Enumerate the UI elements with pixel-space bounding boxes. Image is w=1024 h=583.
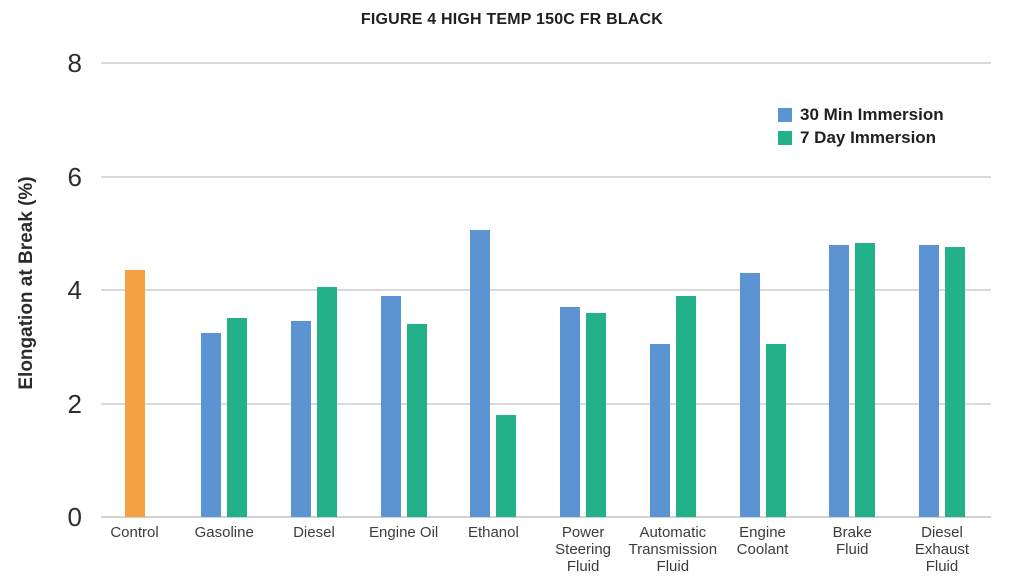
x-category-label-brake-fluid: Brake Fluid [832,524,872,558]
bar-control-control [124,270,145,517]
bar-30-min-immersion-brake-fluid [829,244,850,517]
legend-label: 7 Day Immersion [800,128,937,147]
bar-7-day-immersion-diesel [316,287,337,517]
y-tick-label-4: 4 [67,275,82,305]
bar-7-day-immersion-diesel-exhaust-fluid [944,247,965,517]
bar-30-min-immersion-power-steering-fluid [560,307,581,517]
bar-7-day-immersion-engine-oil [406,324,427,517]
legend: 30 Min Immersion 7 Day Immersion [778,103,944,149]
legend-swatch-icon [778,107,792,122]
gridline-6 [101,175,991,178]
bar-7-day-immersion-automatic-transmission-fluid [675,295,696,517]
bar-7-day-immersion-gasoline [227,318,248,517]
x-category-label-control: Control [110,524,159,541]
y-tick-label-0: 0 [67,502,82,532]
x-category-label-engine-oil: Engine Oil [369,524,439,541]
x-category-label-ethanol: Ethanol [467,524,519,541]
legend-swatch-icon [778,130,792,145]
x-category-label-power-steering-fluid: Power Steering Fluid [555,524,612,575]
gridline-2 [101,402,991,405]
bar-7-day-immersion-brake-fluid [855,243,876,517]
x-category-label-gasoline: Gasoline [194,524,254,541]
plot-area [101,62,991,518]
gridline-4 [101,289,991,291]
bar-30-min-immersion-diesel-exhaust-fluid [918,244,939,517]
legend-item-7-day-immersion: 7 Day Immersion [778,126,944,149]
y-tick-label-6: 6 [67,161,82,192]
bar-7-day-immersion-ethanol [496,414,517,517]
x-axis-line [101,516,991,518]
legend-label: 30 Min Immersion [800,105,944,124]
bar-30-min-immersion-automatic-transmission-fluid [649,343,670,517]
bar-30-min-immersion-ethanol [470,230,491,517]
gridline-8 [101,62,991,64]
y-tick-label-2: 2 [67,388,82,419]
x-category-label-automatic-transmission-fluid: Automatic Transmission Fluid [628,524,718,575]
x-category-label-diesel-exhaust-fluid: Diesel Exhaust Fluid [914,524,970,575]
bar-30-min-immersion-engine-oil [380,295,401,517]
x-category-label-diesel: Diesel [293,524,335,541]
bar-30-min-immersion-diesel [290,321,311,517]
x-category-label-engine-coolant: Engine Coolant [736,524,789,558]
legend-item-30-min-immersion: 30 Min Immersion [778,103,944,126]
bar-7-day-immersion-power-steering-fluid [586,312,607,517]
chart-title: FIGURE 4 HIGH TEMP 150C FR BLACK [360,11,664,28]
x-axis-labels: Control Gasoline Diesel Engine Oil Ethanol Po… [101,524,991,583]
bar-30-min-immersion-gasoline [201,332,222,517]
y-axis-ticks: 0 2 4 6 8 [0,50,82,530]
bar-30-min-immersion-engine-coolant [739,272,760,517]
y-tick-label-8: 8 [67,48,82,78]
bar-7-day-immersion-engine-coolant [765,343,786,517]
